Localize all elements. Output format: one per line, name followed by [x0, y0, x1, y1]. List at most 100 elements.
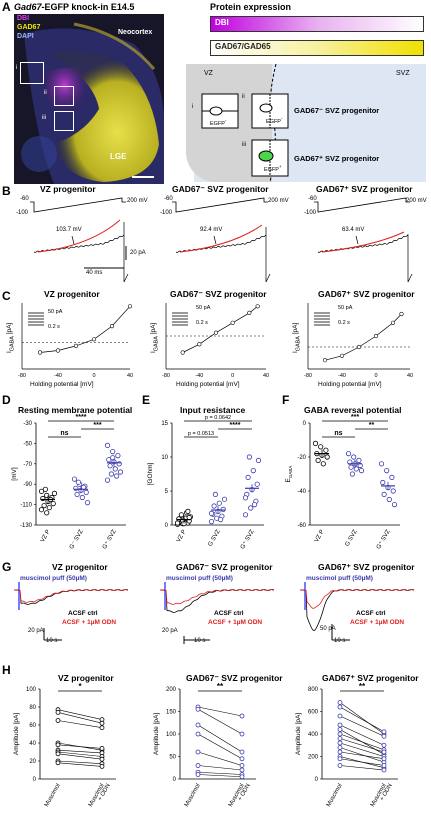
def-sig-2: ****	[230, 422, 241, 429]
h-point-before-2	[195, 763, 201, 768]
def-point-3	[389, 474, 395, 481]
def-point-2	[211, 503, 217, 509]
schematic: VZ SVZ i ii iii EGFP- EGFP- EGFP+ GAD67⁻…	[186, 64, 426, 182]
h-point-after-3	[381, 729, 387, 735]
def-sig-3: **	[369, 422, 375, 429]
h-point-before-1	[55, 742, 61, 748]
c-title-gad-pos: GAD67⁺ SVZ progenitor	[318, 289, 415, 299]
h-sig-3: **	[359, 682, 366, 691]
b-ramp-3	[314, 197, 410, 213]
h-pair-line-2	[197, 724, 243, 753]
g-odn-1: ACSF + 1µM ODN	[62, 619, 117, 626]
c-point-3	[322, 358, 328, 363]
h-point-before-1	[55, 751, 61, 757]
b-arrow-2	[213, 235, 217, 245]
g-traces	[13, 582, 415, 644]
b-arrow-3	[355, 235, 359, 245]
panel-label-d: D	[2, 393, 11, 407]
h-point-before-3	[337, 722, 343, 728]
c-point-2	[247, 310, 252, 316]
d-title: Resting membrane potential	[18, 405, 133, 415]
def-ytick-label-3: 0	[303, 421, 307, 427]
g-odn-2: ACSF + 1µM ODN	[208, 619, 263, 626]
h-sig-2: **	[217, 682, 224, 691]
panels-def: Resting membrane potential Input resista…	[0, 393, 431, 559]
def-point-1	[44, 510, 50, 516]
def-category-1: VZ P	[40, 529, 52, 544]
c-point-1	[127, 304, 133, 309]
def-category-3: G SVZ	[345, 529, 359, 548]
c-point-2	[197, 342, 202, 347]
def-point-3	[353, 466, 359, 472]
c-inset-i-1: 50 pA	[48, 309, 63, 315]
def-category-1: G⁻ SVZ	[69, 529, 85, 551]
g-title-vz: VZ progenitor	[52, 562, 108, 572]
h-ytick-label-3: 600	[308, 710, 319, 716]
def-point-3	[381, 491, 387, 498]
c-point-3	[390, 320, 396, 325]
h-title-gad-pos: GAD67⁺ SVZ progenitor	[322, 673, 419, 683]
h-title-vz: VZ progenitor	[58, 673, 114, 683]
h-pair-line-2	[197, 765, 243, 771]
def-point-2	[178, 512, 184, 518]
def-point-3	[349, 471, 355, 477]
h-point-after-2	[239, 731, 245, 737]
g-ctrl-3: ACSF ctrl	[356, 610, 386, 617]
def-ytick-label-2: 5	[165, 489, 169, 495]
h-pair-line-3	[339, 747, 385, 763]
h-point-after-1	[99, 746, 105, 751]
h-pair-line-2	[197, 706, 243, 717]
gad-expression-bar: GAD67/GAD65	[210, 40, 424, 56]
h-pair-line-2	[197, 708, 243, 735]
c-iv-curves: -80 -40 0 40 -80 -40 0 40 -80 -40 0 40	[18, 303, 413, 379]
h-point-before-1	[55, 760, 61, 766]
h-pair-line-1	[57, 720, 103, 728]
def-point-1	[114, 473, 120, 479]
channel-dbi-label: DBI	[17, 15, 30, 22]
g-scale-t-1: 10 s	[46, 638, 58, 644]
panel-label-h: H	[2, 663, 11, 677]
h-point-before-3	[337, 736, 343, 741]
def-point-3	[358, 468, 365, 474]
gad67-pos-label: GAD67⁺ SVZ progenitor	[294, 154, 380, 163]
g-title-gad-pos: GAD67⁺ SVZ progenitor	[318, 562, 415, 572]
def-ytick-label-2: 0	[165, 523, 169, 529]
roman-iii: iii	[242, 142, 246, 148]
def-ylabel-3: EGABA	[285, 466, 293, 483]
def-point-3	[390, 488, 396, 494]
def-point-1	[75, 479, 82, 485]
h-ytick-label-3: 400	[308, 732, 319, 738]
h-point-after-1	[99, 720, 105, 726]
def-point-1	[110, 448, 116, 455]
def-point-1	[106, 457, 112, 463]
c-xtick-1: 40	[127, 373, 133, 379]
def-ytick-label-1: -70	[23, 462, 32, 468]
roman-i: i	[192, 104, 194, 110]
h-pair-line-1	[57, 709, 103, 720]
c-xtick-3: -80	[304, 373, 312, 379]
def-point-1	[71, 476, 78, 482]
h-ytick-label-1: 20	[29, 759, 36, 765]
h-point-after-2	[239, 763, 245, 768]
b-trace-3	[317, 234, 413, 283]
panel-label-b: B	[2, 184, 11, 198]
def-point-2	[216, 500, 222, 506]
def-ytick-label-2: 15	[161, 421, 168, 427]
def-point-1	[107, 463, 113, 469]
h-pair-line-3	[339, 706, 385, 733]
h-ytick-label-1: 60	[29, 723, 36, 729]
g-trace-1	[13, 589, 129, 603]
b-vlow-3: -100	[304, 210, 317, 216]
def-charts: -130 -110 -90 -70 -50 -30 [mV] VZ P G⁻ SVZ G⁺ SVZ…	[11, 414, 400, 551]
b-ramp-2	[172, 197, 268, 213]
def-point-3	[384, 468, 390, 474]
c-xlabel-3: Holding potential [mV]	[318, 381, 382, 388]
def-point-2	[245, 474, 251, 481]
h-pair-line-2	[197, 771, 243, 775]
b-threshold-2: 92.4 mV	[200, 227, 223, 233]
c-inset-t-3: 0.2 s	[338, 320, 350, 326]
channel-dapi-label: DAPI	[17, 33, 34, 40]
b-vstart-3: -60	[308, 196, 317, 202]
lge-label: LGE	[110, 152, 127, 161]
def-category-2: G⁺ SVZ	[239, 528, 256, 550]
